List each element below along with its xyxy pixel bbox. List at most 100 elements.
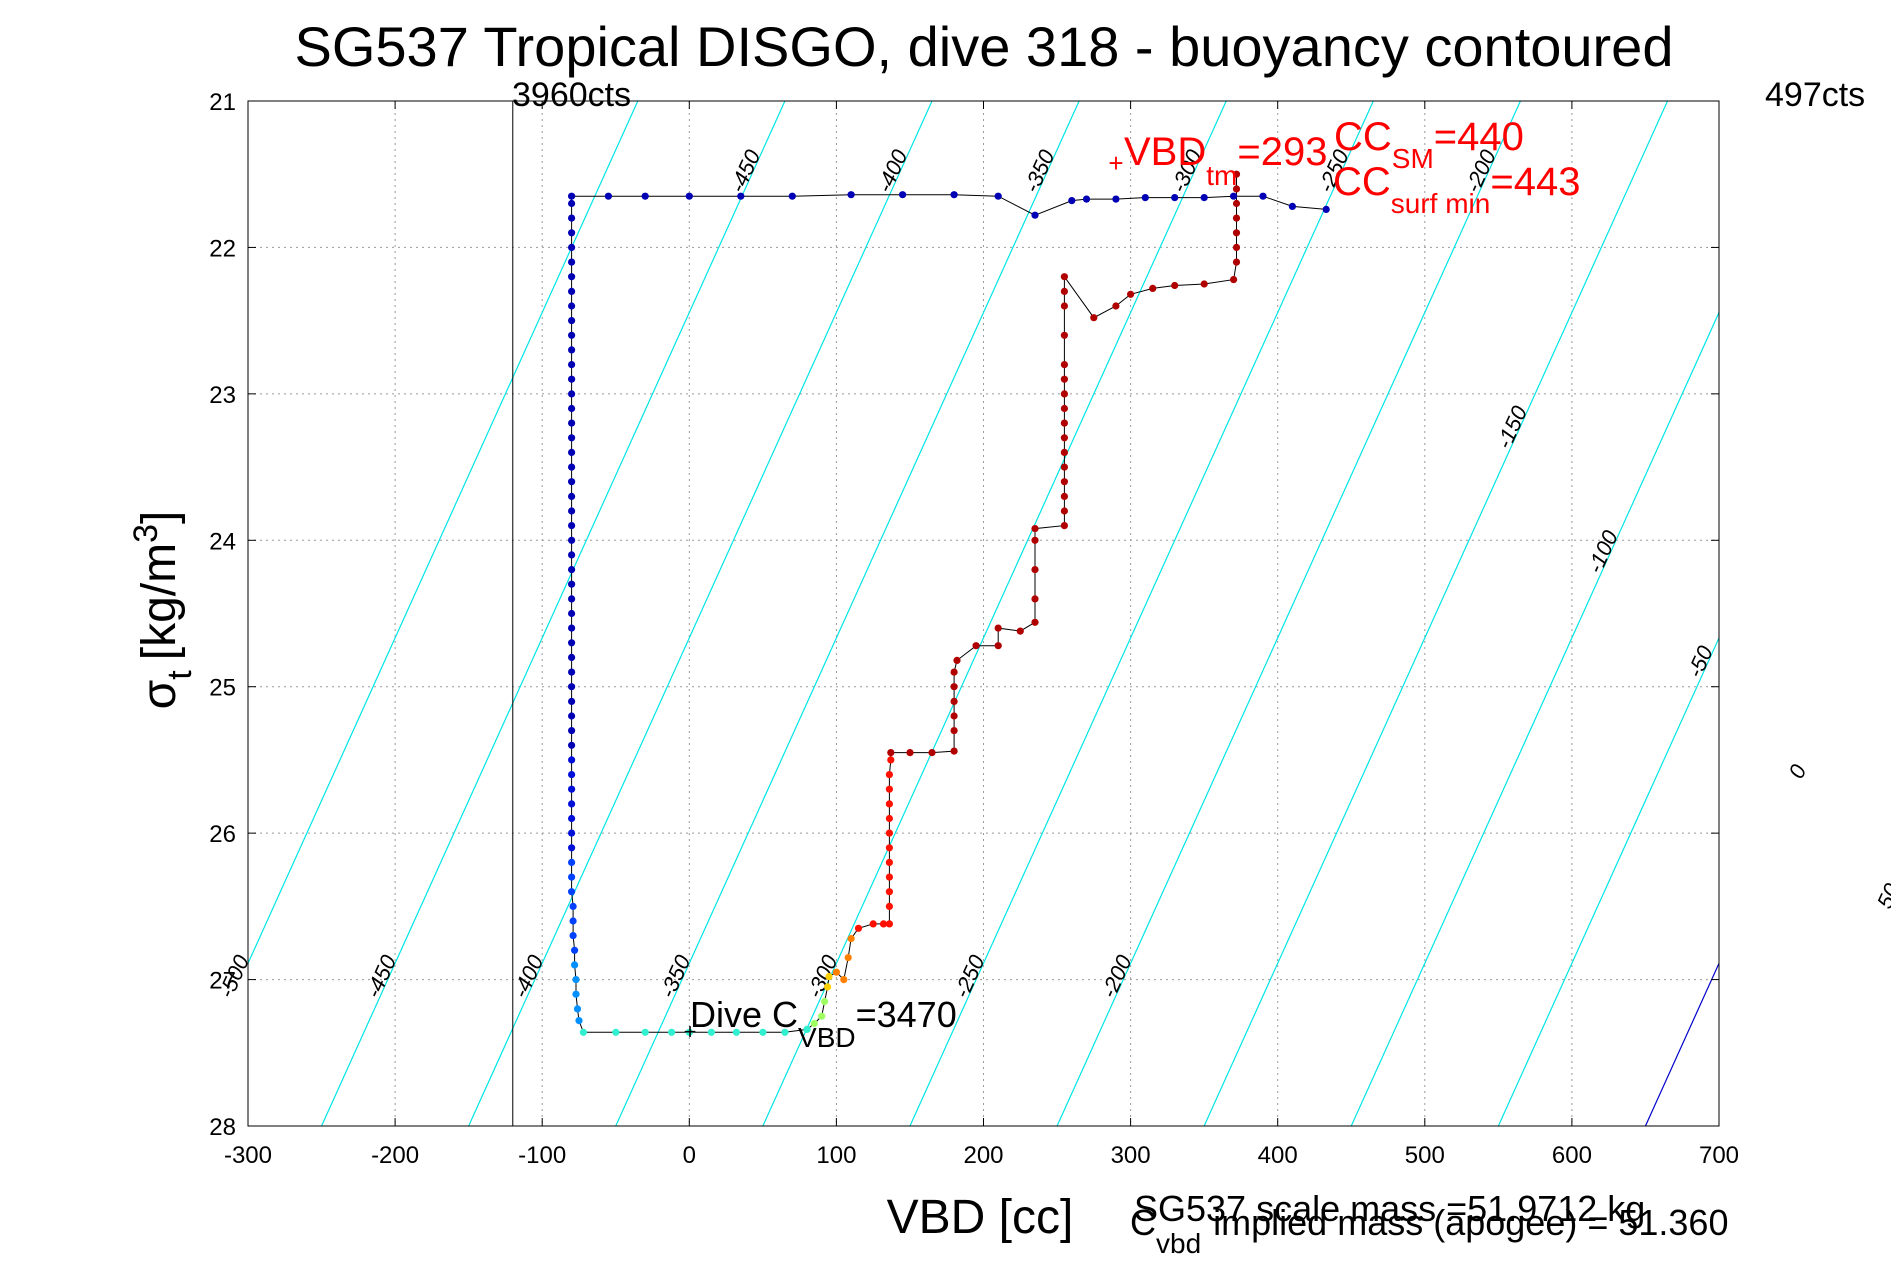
data-point: [885, 858, 894, 867]
data-point: [569, 932, 577, 940]
data-point: [818, 1012, 826, 1020]
cc-sm-sub: SM: [1392, 143, 1434, 174]
data-point: [568, 361, 576, 369]
contour-line: [248, 101, 639, 965]
data-point: [568, 609, 576, 618]
data-point: [1031, 595, 1039, 603]
data-point: [568, 844, 576, 852]
data-point: [1060, 492, 1068, 500]
data-point: [1232, 185, 1241, 193]
x-tick-label: -300: [224, 1142, 272, 1169]
data-point: [569, 902, 577, 911]
data-point: [885, 829, 894, 837]
dive-c-annotation: Dive CVBD=3470: [690, 994, 957, 1053]
x-tick-label: 200: [963, 1142, 1003, 1169]
data-point: [994, 624, 1002, 632]
vbd-tm-marker: +: [1108, 148, 1123, 178]
data-point: [568, 639, 576, 647]
data-point: [569, 917, 577, 925]
data-point: [568, 873, 576, 881]
data-point: [568, 551, 576, 559]
data-point: [1060, 448, 1068, 456]
data-point: [885, 902, 894, 911]
data-point: [568, 258, 576, 266]
vbd-tm-value: =293: [1237, 130, 1327, 174]
plot-area: [248, 101, 1719, 1126]
data-point: [885, 873, 894, 881]
data-point: [950, 191, 958, 199]
vbd-tm-sub: tm: [1206, 160, 1237, 191]
data-point: [568, 566, 576, 574]
data-point: [1060, 404, 1068, 413]
chart-title: SG537 Tropical DISGO, dive 318 - buoyanc…: [295, 15, 1674, 78]
data-point: [885, 785, 894, 793]
data-point: [568, 287, 576, 295]
dive-c-marker: +: [684, 1019, 697, 1044]
data-point: [685, 1028, 693, 1036]
scale-mass-footer: SG537 scale mass =51.9712 kg: [1134, 1188, 1645, 1229]
data-point: [568, 463, 576, 471]
data-point: [824, 983, 832, 991]
cc-surf-main: CC: [1333, 160, 1391, 204]
data-point: [1060, 463, 1068, 471]
data-point: [1112, 302, 1120, 310]
data-point: [568, 390, 576, 398]
data-point: [1060, 361, 1068, 369]
cc-sm-main: CC: [1334, 115, 1392, 159]
data-point: [572, 990, 580, 998]
data-point: [568, 712, 576, 720]
data-point: [869, 920, 877, 928]
data-point: [568, 683, 576, 691]
data-point: [568, 331, 576, 339]
data-point: [847, 191, 855, 199]
contour-line: [321, 101, 786, 1126]
y-axis-sigma: σ: [133, 680, 186, 710]
cc-sm-value: =440: [1434, 115, 1524, 159]
x-tick-label: 0: [683, 1142, 696, 1169]
data-point: [737, 192, 745, 200]
data-point: [885, 771, 894, 779]
data-point: [568, 243, 576, 251]
data-point: [641, 192, 649, 200]
y-tick-label: 27: [209, 968, 236, 995]
data-point: [1060, 302, 1068, 310]
data-point: [568, 229, 576, 237]
data-point: [568, 507, 576, 515]
data-point: [1060, 287, 1068, 295]
data-point: [879, 920, 888, 928]
data-point: [899, 191, 907, 199]
contour-label: 50: [1872, 879, 1891, 912]
count-label-left: 3960cts: [512, 76, 631, 114]
data-point: [950, 697, 958, 706]
y-axis-unit: [kg/m: [133, 543, 186, 660]
contour-line: [1203, 101, 1669, 1126]
data-point: [568, 756, 576, 764]
data-point: [1200, 280, 1208, 288]
data-point: [844, 954, 852, 962]
data-point: [568, 580, 576, 588]
data-point: [759, 1028, 767, 1036]
data-point: [1288, 202, 1296, 210]
data-point: [1031, 536, 1039, 544]
data-point: [1060, 507, 1068, 515]
data-point: [1141, 194, 1149, 202]
data-point: [994, 192, 1002, 200]
data-point: [568, 800, 576, 808]
implied-mass-footer: Cvbd implied mass (apogee) = 51.360: [1130, 1202, 1728, 1259]
data-point: [568, 727, 576, 735]
data-point: [810, 1019, 818, 1028]
data-point: [568, 522, 576, 530]
y-axis-label: σt [kg/m3]: [127, 511, 199, 710]
data-point: [568, 302, 576, 310]
data-point: [1060, 273, 1068, 281]
data-point: [1230, 276, 1238, 284]
data-point: [568, 434, 576, 442]
vbd-tm-main: VBD: [1124, 130, 1206, 174]
data-point: [1060, 419, 1068, 427]
contour-line: [1056, 101, 1521, 1126]
data-point: [821, 997, 829, 1006]
data-point: [1171, 194, 1179, 202]
cc-surf-sub: surf min: [1391, 188, 1491, 219]
data-point: [575, 1017, 583, 1025]
